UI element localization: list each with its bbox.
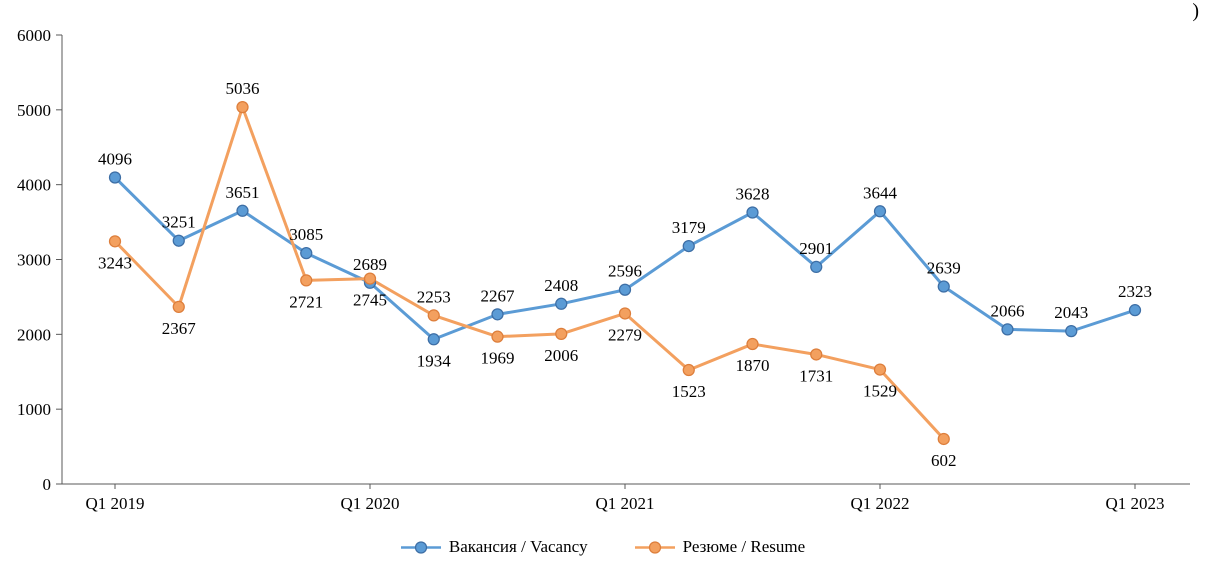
data-point-1 [108, 235, 122, 248]
data-label: 3179 [672, 218, 706, 237]
data-label: 1731 [799, 366, 833, 385]
data-label: 2745 [353, 291, 387, 310]
data-label: 2267 [481, 286, 516, 305]
data-label: 2596 [608, 262, 642, 281]
x-tick-label: Q1 2021 [595, 494, 654, 513]
data-point-0 [300, 247, 313, 260]
data-point-1 [937, 432, 950, 446]
data-point-0 [427, 333, 440, 346]
x-tick-label: Q1 2020 [340, 494, 399, 513]
data-point-1 [363, 272, 377, 285]
y-tick-label: 4000 [17, 176, 51, 195]
data-label: 1523 [672, 382, 706, 401]
data-point-1 [810, 348, 823, 361]
data-point-0 [1001, 323, 1014, 336]
y-tick-label: 2000 [17, 325, 51, 344]
data-label: 1870 [736, 356, 770, 375]
y-tick-label: 3000 [17, 251, 51, 270]
data-point-0 [746, 206, 759, 219]
corner-text: ) [1192, 0, 1199, 22]
data-point-1 [873, 363, 887, 376]
legend-item-resume: Резюме / Resume [634, 537, 805, 557]
data-label: 2689 [353, 255, 387, 274]
legend-label-vacancy: Вакансия / Vacancy [448, 537, 588, 556]
x-tick-label: Q1 2019 [85, 494, 144, 513]
data-label: 2721 [289, 292, 323, 311]
data-label: 2043 [1054, 303, 1088, 322]
data-label: 3243 [98, 253, 132, 272]
data-label: 2253 [417, 287, 451, 306]
legend-item-vacancy: Вакансия / Vacancy [400, 537, 588, 557]
data-point-0 [172, 234, 185, 247]
data-label: 4096 [98, 149, 132, 168]
data-label: 2006 [544, 346, 578, 365]
data-point-0 [682, 239, 695, 253]
data-label: 1529 [863, 382, 897, 401]
chart-legend: Вакансия / Vacancy Резюме / Resume [0, 537, 1205, 557]
x-tick-label: Q1 2023 [1105, 494, 1164, 513]
data-label: 2066 [991, 301, 1025, 320]
y-tick-label: 0 [43, 475, 52, 494]
data-label: 1934 [417, 351, 452, 370]
data-point-1 [746, 337, 759, 351]
data-point-1 [491, 330, 504, 343]
series-line-1 [113, 105, 946, 441]
data-label: 2279 [608, 325, 642, 344]
y-tick-label: 5000 [17, 101, 51, 120]
data-point-0 [555, 297, 568, 310]
data-label: 3628 [736, 185, 770, 204]
data-label: 2367 [162, 319, 197, 338]
data-point-0 [491, 308, 504, 321]
data-label: 3644 [863, 183, 898, 202]
data-point-0 [1128, 304, 1142, 317]
data-label: 3251 [162, 213, 196, 232]
data-point-1 [618, 307, 632, 320]
data-point-1 [236, 101, 249, 114]
data-point-1 [555, 327, 568, 341]
resume-legend-marker-icon [634, 540, 675, 554]
x-tick-label: Q1 2022 [850, 494, 909, 513]
data-point-1 [300, 274, 313, 287]
data-point-0 [108, 171, 122, 184]
data-point-1 [172, 300, 185, 313]
data-point-1 [682, 363, 695, 377]
data-label: 3651 [226, 183, 260, 202]
data-label: 2323 [1118, 282, 1152, 301]
data-point-0 [873, 205, 887, 218]
legend-label-resume: Резюме / Resume [682, 537, 806, 556]
y-tick-label: 1000 [17, 400, 51, 419]
data-label: 2408 [544, 276, 578, 295]
data-point-0 [937, 280, 950, 293]
data-label: 602 [931, 451, 957, 470]
data-point-0 [618, 283, 632, 296]
data-label: 3085 [289, 225, 323, 244]
data-label: 2901 [799, 239, 833, 258]
y-tick-label: 6000 [17, 26, 51, 45]
vacancy-legend-marker-icon [400, 540, 441, 554]
data-label: 5036 [226, 79, 260, 98]
data-point-1 [427, 309, 440, 322]
data-label: 2639 [927, 259, 961, 278]
data-point-0 [1065, 324, 1078, 338]
data-point-0 [236, 204, 249, 217]
data-label: 1969 [481, 349, 515, 368]
data-point-0 [810, 260, 823, 274]
